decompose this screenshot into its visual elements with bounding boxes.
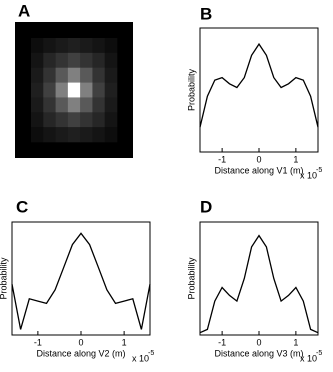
heatmap-cell <box>104 82 118 98</box>
heatmap-cell <box>67 38 81 54</box>
heatmap-cell <box>80 112 93 128</box>
heatmap-cell <box>43 52 56 69</box>
x-exponent: -5 <box>316 167 322 174</box>
heatmap-cell <box>104 38 118 54</box>
x-tick-label: -1 <box>218 154 226 164</box>
heatmap-cell <box>104 112 118 128</box>
curve <box>199 42 319 128</box>
heatmap-cell <box>104 127 118 143</box>
x-axis-label: Distance along V3 (m) <box>214 348 303 358</box>
heatmap-cell <box>67 97 81 113</box>
heatmap-cell <box>31 127 44 143</box>
heatmap-cell <box>67 52 81 69</box>
heatmap-cell <box>55 52 69 69</box>
y-axis-label: Probability <box>0 257 8 300</box>
heatmap-cell <box>43 127 56 143</box>
heatmap-cell <box>80 67 93 83</box>
heatmap-cell <box>92 82 106 98</box>
heatmap-cell <box>55 67 69 83</box>
heatmap-cell <box>31 52 44 69</box>
heatmap-cell <box>80 127 93 143</box>
heatmap-cell <box>80 38 93 54</box>
heatmap-cell <box>55 82 69 98</box>
x-exponent: -5 <box>148 350 154 357</box>
heatmap-cell <box>31 67 44 83</box>
heatmap-cell <box>43 38 56 54</box>
heatmap-cell <box>92 127 106 143</box>
heatmap-cell <box>80 97 93 113</box>
heatmap-cell <box>43 97 56 113</box>
heatmap-cell <box>43 112 56 128</box>
x-tick-label: 0 <box>78 337 83 347</box>
heatmap-cell <box>92 112 106 128</box>
heatmap-cell <box>31 97 44 113</box>
heatmap-cell <box>55 38 69 54</box>
heatmap-cell <box>67 67 81 83</box>
heatmap-cell <box>67 82 81 98</box>
x-exponent: -5 <box>316 350 322 357</box>
heatmap-cell <box>31 112 44 128</box>
panel-letter: A <box>18 1 30 20</box>
heatmap-cell <box>31 38 44 54</box>
heatmap-cell <box>92 52 106 69</box>
x-tick-label: 1 <box>293 154 298 164</box>
x-axis-label: Distance along V2 (m) <box>36 348 125 358</box>
heatmap-cell <box>67 127 81 143</box>
heatmap-cell <box>104 97 118 113</box>
curve <box>199 234 319 334</box>
axes-box <box>199 221 319 336</box>
x-tick-label: 1 <box>122 337 127 347</box>
panel-letter: C <box>16 197 28 216</box>
heatmap-cell <box>80 52 93 69</box>
panel-letter: D <box>200 197 212 216</box>
x-multiplier: x 10 <box>132 353 149 363</box>
axes-box <box>199 27 319 153</box>
curve <box>11 232 151 330</box>
x-tick-label: 0 <box>256 337 261 347</box>
x-multiplier: x 10 <box>300 353 317 363</box>
x-tick-label: -1 <box>218 337 226 347</box>
x-multiplier: x 10 <box>300 170 317 180</box>
heatmap-cell <box>104 52 118 69</box>
x-tick-label: 1 <box>293 337 298 347</box>
heatmap-cell <box>104 67 118 83</box>
heatmap-cell <box>55 112 69 128</box>
heatmap-cell <box>31 82 44 98</box>
x-tick-label: 0 <box>256 154 261 164</box>
y-axis-label: Probability <box>186 68 196 111</box>
axes-box <box>11 221 151 336</box>
panel-letter: B <box>200 4 212 23</box>
heatmap-cell <box>55 127 69 143</box>
heatmap-cell <box>92 38 106 54</box>
x-tick-label: -1 <box>34 337 42 347</box>
heatmap-cell <box>92 67 106 83</box>
heatmap-cell <box>92 97 106 113</box>
heatmap-cell <box>55 97 69 113</box>
heatmap-cell <box>67 112 81 128</box>
heatmap-cell <box>80 82 93 98</box>
heatmap-cell <box>43 67 56 83</box>
y-axis-label: Probability <box>186 257 196 300</box>
heatmap-cell <box>43 82 56 98</box>
x-axis-label: Distance along V1 (m) <box>214 165 303 175</box>
